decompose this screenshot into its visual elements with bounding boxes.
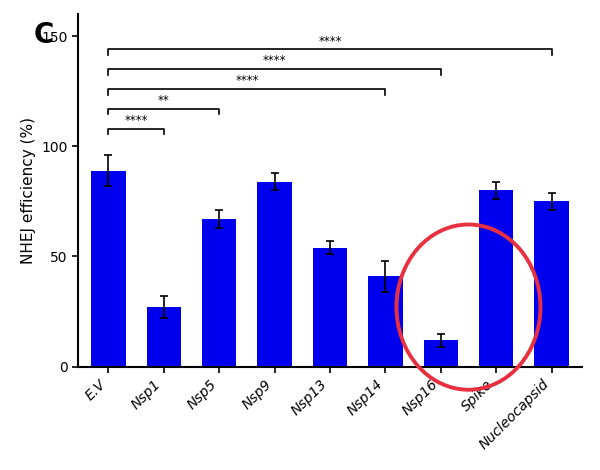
Bar bbox=[146, 307, 181, 367]
Bar bbox=[202, 219, 236, 367]
Text: ****: **** bbox=[124, 114, 148, 127]
Bar bbox=[313, 248, 347, 367]
Text: **: ** bbox=[158, 94, 170, 107]
Text: ****: **** bbox=[318, 35, 342, 47]
Bar bbox=[535, 201, 569, 367]
Bar bbox=[368, 276, 403, 367]
Bar bbox=[424, 340, 458, 367]
Text: ****: **** bbox=[235, 74, 259, 87]
Bar bbox=[91, 171, 125, 367]
Bar bbox=[479, 190, 514, 367]
Y-axis label: NHEJ efficiency (%): NHEJ efficiency (%) bbox=[20, 117, 35, 264]
Text: C: C bbox=[34, 21, 54, 49]
Text: ****: **** bbox=[263, 55, 286, 67]
Bar bbox=[257, 181, 292, 367]
